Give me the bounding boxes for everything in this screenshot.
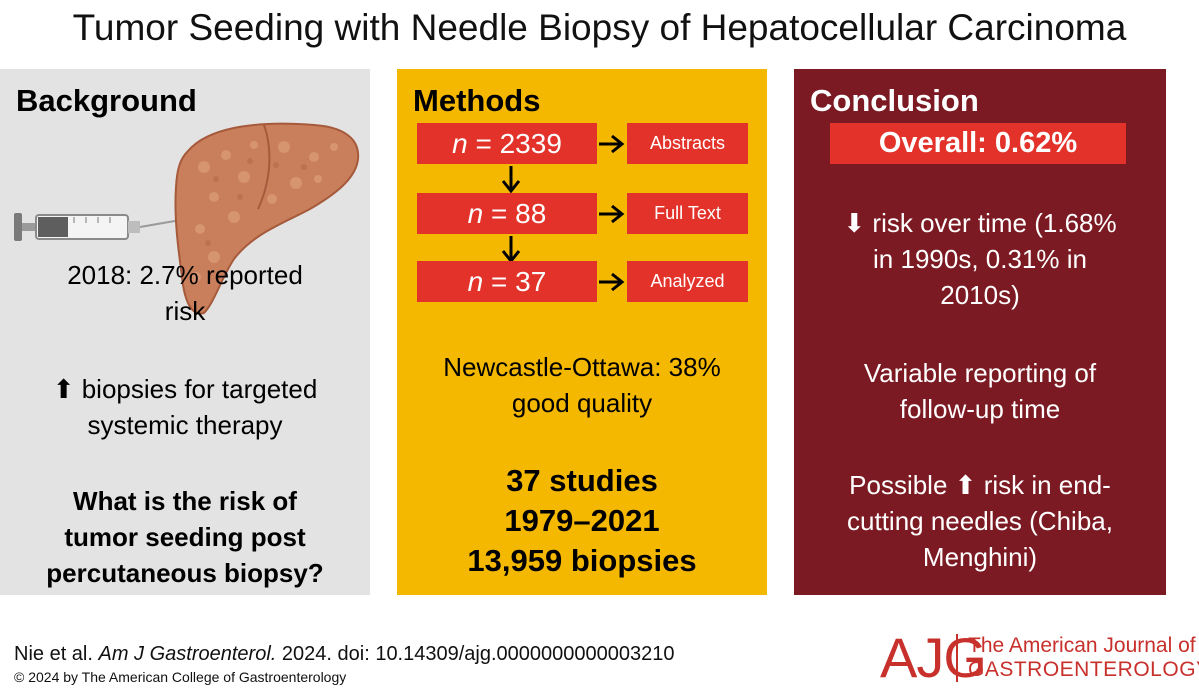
- background-heading: Background: [16, 83, 197, 118]
- reported-risk-text: 2018: 2.7% reported risk: [0, 257, 370, 329]
- reporting-text: Variable reporting of follow-up time: [794, 355, 1166, 427]
- needles-line3: Menghini): [922, 542, 1038, 572]
- down-arrow-icon: [501, 166, 521, 194]
- risk-trend-line1: ⬇ risk over time (1.68%: [843, 208, 1117, 238]
- reported-risk-line1: 2018: 2.7% reported: [67, 260, 303, 290]
- journal-name-line2: GASTROENTEROLOGY: [968, 658, 1199, 681]
- page-title: Tumor Seeding with Needle Biopsy of Hepa…: [72, 7, 1127, 48]
- methods-panel: Methods n = 2339 Abstracts n = 88 Full T…: [397, 69, 767, 595]
- up-arrow-icon: ⬆: [52, 374, 75, 404]
- right-arrow-icon: [599, 134, 625, 154]
- reporting-line1: Variable reporting of: [863, 358, 1097, 388]
- n-value: = 37: [491, 266, 547, 297]
- down-arrow-icon: ⬇: [843, 208, 866, 238]
- up-arrow-icon: ⬆: [954, 470, 977, 500]
- overall-risk-badge: Overall: 0.62%: [830, 123, 1126, 164]
- citation-journal: Am J Gastroenterol.: [98, 643, 277, 665]
- biopsies-increase-line2: systemic therapy: [87, 410, 283, 440]
- reported-risk-line2: risk: [164, 296, 206, 326]
- flow-count-fulltext: n = 88: [417, 193, 597, 234]
- right-arrow-icon: [599, 204, 625, 224]
- background-panel: Background: [0, 69, 370, 595]
- question-line2: tumor seeding post: [64, 522, 306, 552]
- biopsies-increase-line1: ⬆ biopsies for targeted: [52, 374, 318, 404]
- needles-line2: cutting needles (Chiba,: [847, 506, 1113, 536]
- risk-trend-text: ⬇ risk over time (1.68% in 1990s, 0.31% …: [794, 205, 1166, 313]
- quality-line1: Newcastle-Ottawa: 38%: [443, 352, 721, 382]
- methods-heading: Methods: [413, 83, 541, 118]
- reporting-line2: follow-up time: [899, 394, 1061, 424]
- journal-name-line1: The American Journal of: [968, 634, 1196, 657]
- flow-count-abstracts: n = 2339: [417, 123, 597, 164]
- summary-years: 1979–2021: [504, 503, 660, 538]
- flow-stage-analyzed: Analyzed: [627, 261, 748, 302]
- n-value: = 2339: [475, 128, 562, 159]
- right-arrow-icon: [599, 272, 625, 292]
- needles-line1: Possible ⬆ risk in end-: [849, 470, 1111, 500]
- flow-stage-fulltext: Full Text: [627, 193, 748, 234]
- biopsies-increase-text: ⬆ biopsies for targeted systemic therapy: [0, 371, 370, 443]
- question-line3: percutaneous biopsy?: [46, 558, 324, 588]
- copyright: © 2024 by The American College of Gastro…: [14, 669, 347, 685]
- n-label: n: [467, 198, 484, 229]
- needles-text: Possible ⬆ risk in end- cutting needles …: [794, 467, 1166, 575]
- risk-trend-line3: 2010s): [940, 280, 1020, 310]
- flow-stage-abstracts: Abstracts: [627, 123, 748, 164]
- conclusion-heading: Conclusion: [810, 83, 979, 118]
- research-question: What is the risk of tumor seeding post p…: [0, 483, 370, 591]
- n-label: n: [452, 128, 468, 159]
- summary-biopsies: 13,959 biopsies: [467, 543, 697, 578]
- conclusion-panel: Conclusion Overall: 0.62% ⬇ risk over ti…: [794, 69, 1166, 595]
- n-label: n: [467, 266, 484, 297]
- n-value: = 88: [491, 198, 547, 229]
- liver-icon: [174, 122, 360, 315]
- quality-line2: good quality: [511, 388, 653, 418]
- citation-authors: Nie et al.: [14, 643, 93, 665]
- ajg-logo-mark: AJG: [880, 626, 987, 689]
- citation-doi: 2024. doi: 10.14309/ajg.0000000000003210: [281, 643, 675, 665]
- logo-divider: [956, 634, 958, 682]
- study-summary: 37 studies 1979–2021 13,959 biopsies: [397, 461, 767, 581]
- flow-count-analyzed: n = 37: [417, 261, 597, 302]
- syringe-liver-illustration: [14, 122, 360, 315]
- question-line1: What is the risk of: [73, 486, 297, 516]
- risk-trend-line2: in 1990s, 0.31% in: [873, 244, 1087, 274]
- quality-text: Newcastle-Ottawa: 38% good quality: [397, 349, 767, 421]
- citation: Nie et al. Am J Gastroenterol. 2024. doi…: [14, 642, 675, 666]
- syringe-icon: [14, 213, 193, 241]
- summary-studies: 37 studies: [506, 463, 658, 498]
